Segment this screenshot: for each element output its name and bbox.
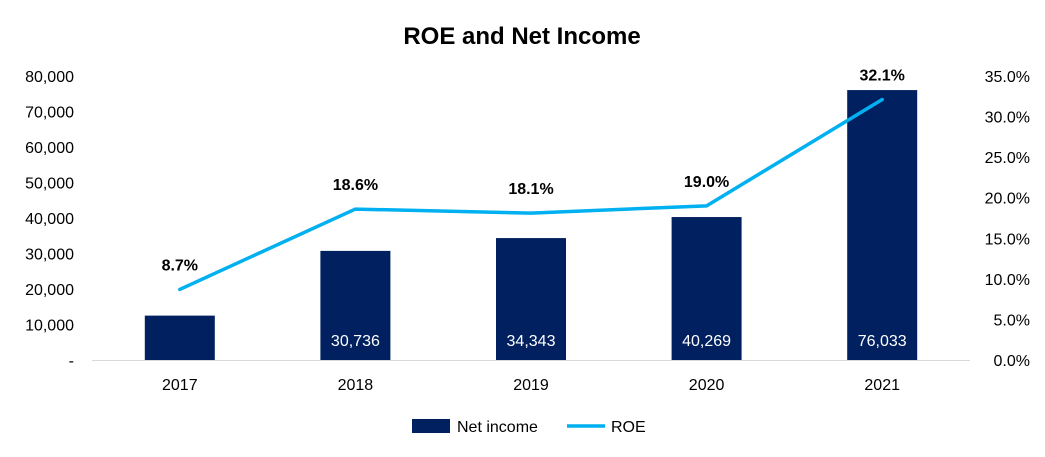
bar-data-label: 30,736 bbox=[331, 333, 380, 350]
y-right-tick-label: 30.0% bbox=[985, 110, 1030, 127]
legend-label-net-income: Net income bbox=[457, 419, 538, 436]
y-right-tick-label: 25.0% bbox=[985, 150, 1030, 167]
bar-net-income bbox=[496, 238, 566, 360]
bar-data-label: 34,343 bbox=[507, 333, 556, 350]
roe-data-label: 32.1% bbox=[860, 68, 905, 85]
y-right-tick-label: 15.0% bbox=[985, 231, 1030, 248]
roe-data-label: 8.7% bbox=[162, 257, 198, 274]
y-left-tick-label: 40,000 bbox=[25, 211, 74, 228]
bar-net-income bbox=[847, 90, 918, 360]
bar-net-income bbox=[320, 250, 391, 360]
bar-net-income bbox=[671, 217, 742, 360]
roe-data-label: 18.6% bbox=[333, 177, 378, 194]
y-left-tick-label: 60,000 bbox=[25, 140, 74, 157]
y-left-tick-label: 70,000 bbox=[25, 105, 74, 122]
y-left-tick-label: 50,000 bbox=[25, 176, 74, 193]
y-left-tick-label: 10,000 bbox=[25, 318, 74, 335]
x-tick-label: 2017 bbox=[162, 377, 198, 394]
y-right-tick-label: 5.0% bbox=[994, 312, 1030, 329]
x-tick-label: 2018 bbox=[338, 377, 374, 394]
roe-line bbox=[178, 97, 884, 292]
legend-label-roe: ROE bbox=[611, 419, 646, 436]
y-left-tick-label: 80,000 bbox=[25, 69, 74, 86]
y-left-tick-label: 20,000 bbox=[25, 282, 74, 299]
legend-swatch-net-income bbox=[412, 419, 450, 433]
roe-data-label: 18.1% bbox=[508, 181, 553, 198]
bar-data-label: 40,269 bbox=[682, 333, 731, 350]
x-tick-label: 2019 bbox=[513, 377, 549, 394]
chart-title: ROE and Net Income bbox=[403, 23, 640, 50]
y-left-tick-label: - bbox=[69, 353, 74, 370]
x-tick-label: 2020 bbox=[689, 377, 725, 394]
y-left-tick-label: 30,000 bbox=[25, 247, 74, 264]
y-right-tick-label: 0.0% bbox=[994, 353, 1030, 370]
y-right-tick-label: 20.0% bbox=[985, 191, 1030, 208]
y-right-tick-label: 35.0% bbox=[985, 69, 1030, 86]
y-right-tick-label: 10.0% bbox=[985, 272, 1030, 289]
plot-area: - 10,000 20,000 30,000 40,000 50,000 60,000 70,… bbox=[25, 68, 1030, 394]
legend: Net income ROE bbox=[412, 419, 646, 436]
x-tick-label: 2021 bbox=[864, 377, 900, 394]
bar-net-income bbox=[144, 315, 215, 360]
roe-data-label: 19.0% bbox=[684, 174, 729, 191]
bar-data-label: 76,033 bbox=[858, 333, 907, 350]
